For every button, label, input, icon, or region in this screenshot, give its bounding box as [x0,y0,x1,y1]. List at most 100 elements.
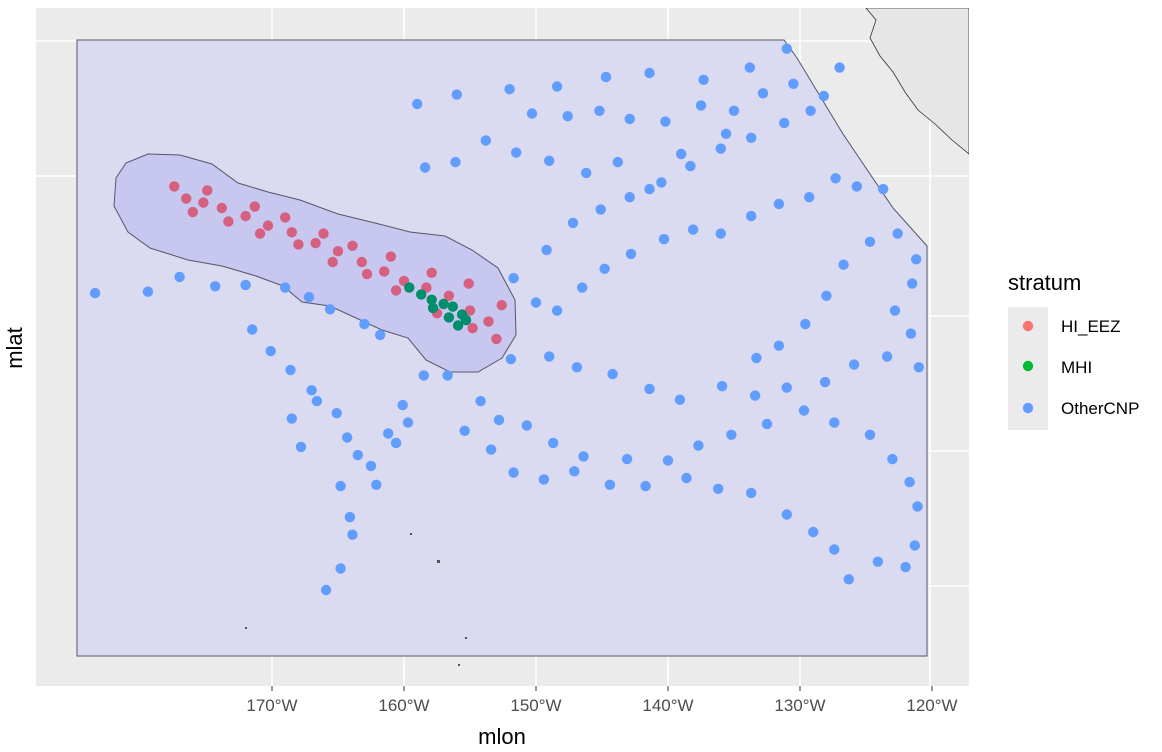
point-othercnp [720,128,732,139]
point-hi-eez [202,185,213,196]
point-othercnp [621,453,633,465]
point-hi-eez [198,197,209,208]
point-othercnp [695,100,707,111]
point-othercnp [746,210,757,222]
point-othercnp [843,574,854,585]
point-othercnp [685,160,696,172]
point-othercnp [744,62,755,73]
point-othercnp [359,318,370,330]
x-tick-label: 140°W [642,696,693,715]
point-hi-eez [385,251,396,262]
point-hi-eez [483,316,494,327]
point-othercnp [728,105,740,117]
point-othercnp [829,544,840,555]
point-othercnp [578,451,589,462]
point-othercnp [851,181,862,192]
legend-title: stratum [1008,270,1081,295]
point-othercnp [600,71,612,83]
point-othercnp [365,460,377,472]
point-othercnp [397,399,408,411]
point-othercnp [371,479,382,490]
point-hi-eez [361,268,373,280]
point-mhi [438,298,449,310]
point-othercnp [89,287,101,299]
x-tick-label: 170°W [246,696,297,715]
point-othercnp [352,449,363,461]
point-othercnp [504,84,515,95]
point-othercnp [511,147,522,158]
point-hi-eez [223,216,234,227]
point-othercnp [286,413,297,424]
point-othercnp [442,370,453,381]
point-othercnp [607,368,618,380]
point-othercnp [687,224,699,235]
point-othercnp [450,156,461,168]
point-othercnp [581,167,592,179]
point-mhi [426,294,437,305]
point-mhi [416,289,427,300]
legend-key-othercnp [1022,402,1034,414]
point-othercnp [320,584,332,596]
point-othercnp [905,328,917,339]
point-mhi [427,302,439,314]
point-othercnp [644,183,655,195]
point-othercnp [798,405,810,416]
point-othercnp [693,440,704,451]
point-hi-eez [181,193,192,204]
point-hi-eez [443,290,455,301]
point-othercnp [265,345,276,357]
point-othercnp [640,480,651,492]
point-othercnp [480,135,491,146]
point-othercnp [788,78,799,90]
point-othercnp [838,259,849,270]
point-othercnp [475,395,486,407]
point-hi-eez [240,210,251,222]
point-othercnp [864,236,876,247]
point-othercnp [538,474,550,485]
point-othercnp [210,281,221,292]
point-othercnp [662,455,674,466]
point-othercnp [247,324,258,335]
point-othercnp [889,305,901,316]
point-othercnp [746,132,757,143]
point-othercnp [306,385,317,396]
point-othercnp [526,108,538,119]
point-othercnp [459,425,470,436]
point-othercnp [303,291,315,303]
point-othercnp [344,511,356,523]
point-othercnp [848,359,860,370]
point-hi-eez [464,305,476,316]
point-othercnp [805,105,816,117]
x-tick-label: 160°W [378,696,429,715]
point-hi-eez [216,202,227,214]
point-hi-eez [467,322,478,334]
point-othercnp [412,98,423,110]
point-othercnp [781,382,792,393]
point-othercnp [830,173,841,184]
point-othercnp [508,467,519,478]
point-othercnp [383,428,394,439]
point-hi-eez [187,206,198,218]
point-othercnp [375,329,386,341]
point-othercnp [544,351,555,362]
point-othercnp [402,417,414,428]
point-othercnp [571,362,583,373]
point-othercnp [644,383,655,395]
point-othercnp [551,305,563,316]
point-othercnp [521,420,532,431]
legend-key-mhi [1022,360,1034,372]
point-othercnp [864,429,876,440]
legend-key-hi-eez [1022,320,1034,332]
point-othercnp [174,271,185,283]
point-othercnp [761,418,773,430]
hi-eez-polygon [113,153,517,373]
point-othercnp [625,248,637,260]
point-othercnp [779,117,790,129]
point-othercnp [834,62,845,73]
point-othercnp [390,437,402,449]
point-othercnp [892,228,903,239]
point-othercnp [624,113,635,125]
point-othercnp [913,362,924,373]
point-othercnp [881,351,893,362]
